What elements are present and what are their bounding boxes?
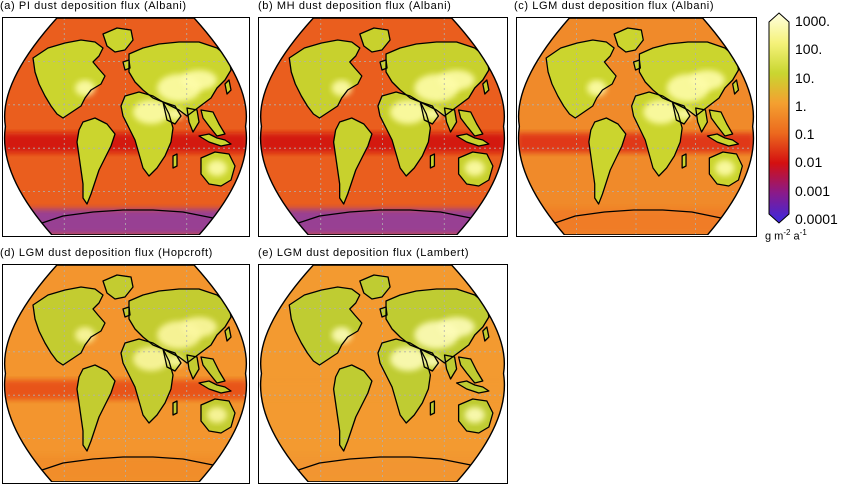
panel-d: (d) LGM dust deposition flux (Hopcroft) [0, 247, 255, 486]
panel-title: (e) LGM dust deposition flux (Lambert) [258, 247, 470, 259]
colorbar-tick-label: 0.1 [795, 126, 815, 143]
colorbar-tick-label: 10. [795, 69, 815, 86]
panel-a: (a) PI dust deposition flux (Albani) [0, 0, 255, 240]
panel-e: (e) LGM dust deposition flux (Lambert) [258, 247, 513, 486]
colorbar-tick-label: 1. [795, 97, 807, 114]
colorbar-tick-label: 1000. [795, 13, 831, 29]
world-map [3, 18, 248, 235]
colorbar-tick-label: 0.01 [795, 154, 823, 171]
panel-b: (b) MH dust deposition flux (Albani) [258, 0, 513, 240]
map-frame [258, 17, 508, 237]
panel-title: (a) PI dust deposition flux (Albani) [0, 0, 187, 12]
world-map [517, 18, 755, 235]
map-frame [2, 17, 250, 237]
map-frame [258, 264, 508, 484]
panel-c: (c) LGM dust deposition flux (Albani) [514, 0, 764, 240]
world-map [3, 265, 248, 482]
colorbar-tick-label: 0.001 [795, 182, 831, 199]
map-frame [2, 264, 250, 484]
map-frame [516, 17, 757, 237]
colorbar-ramp [768, 12, 790, 224]
panel-title: (c) LGM dust deposition flux (Albani) [514, 0, 715, 12]
world-map [259, 18, 506, 235]
colorbar-tick-label: 0.0001 [795, 211, 838, 227]
panel-title: (b) MH dust deposition flux (Albani) [258, 0, 452, 12]
colorbar-tick-label: 100. [795, 41, 823, 58]
panel-title: (d) LGM dust deposition flux (Hopcroft) [0, 247, 213, 259]
world-map [259, 265, 506, 482]
colorbar: 1000. 100. 10. 1. 0.1 0.01 0.001 0.0001 g m-2 a… [765, 12, 850, 244]
colorbar-units: g m-2 a-1 [765, 228, 807, 243]
